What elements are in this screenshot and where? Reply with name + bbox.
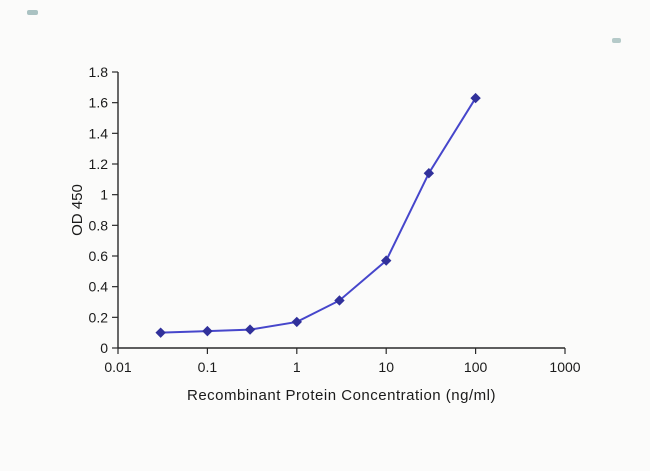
x-axis-title: Recombinant Protein Concentration (ng/ml… bbox=[187, 387, 496, 404]
y-tick-label: 1 bbox=[100, 187, 108, 203]
y-tick-label: 0 bbox=[100, 340, 108, 356]
data-point-marker bbox=[380, 255, 392, 266]
data-point-marker bbox=[244, 324, 256, 335]
y-tick-label: 1.6 bbox=[89, 95, 109, 111]
series-line bbox=[160, 97, 477, 334]
data-point-marker bbox=[155, 327, 166, 338]
y-axis-title: OD 450 bbox=[69, 184, 86, 236]
y-tick-label: 1.8 bbox=[89, 64, 109, 80]
data-point-marker bbox=[423, 167, 435, 179]
y-tick-label: 0.4 bbox=[89, 279, 109, 295]
y-tick-label: 0.6 bbox=[89, 248, 109, 264]
y-tick-label: 1.4 bbox=[89, 125, 109, 141]
data-point-marker bbox=[334, 295, 345, 306]
x-tick-label: 1000 bbox=[549, 359, 580, 375]
x-tick-label: 0.1 bbox=[198, 359, 218, 375]
x-tick-label: 1 bbox=[293, 359, 301, 375]
x-tick-label: 0.01 bbox=[104, 359, 131, 375]
x-tick-label: 100 bbox=[464, 359, 488, 375]
y-tick-label: 0.8 bbox=[89, 217, 109, 233]
y-tick-label: 1.2 bbox=[89, 156, 109, 172]
data-point-marker bbox=[470, 92, 481, 104]
data-point-marker bbox=[202, 325, 213, 337]
y-tick-label: 0.2 bbox=[89, 309, 109, 325]
data-point-marker bbox=[291, 316, 303, 328]
x-tick-label: 10 bbox=[378, 359, 394, 375]
